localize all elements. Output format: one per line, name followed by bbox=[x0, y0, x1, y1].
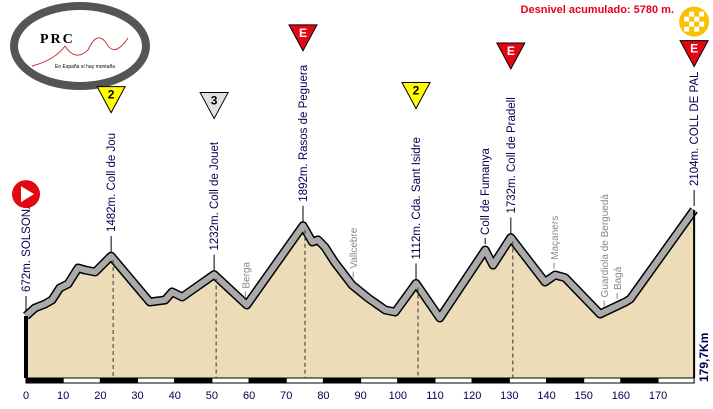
summit-label: 1232m. Coll de Jouet bbox=[209, 141, 221, 250]
scale-segment bbox=[137, 377, 176, 384]
scale-segment bbox=[583, 377, 622, 384]
place-label: Coll de Fumanya bbox=[480, 147, 492, 235]
scale-segment bbox=[620, 377, 659, 384]
x-tick-label: 170 bbox=[649, 390, 667, 402]
scale-segment bbox=[471, 377, 510, 384]
category-marker-text: E bbox=[299, 26, 307, 40]
place-0: Berga bbox=[241, 261, 252, 298]
summit-3: 1892m. Rasos de Peguera E bbox=[288, 24, 318, 378]
x-tick-label: 120 bbox=[463, 390, 481, 402]
category-marker-text: 2 bbox=[413, 84, 420, 98]
profile-road bbox=[23, 208, 697, 321]
place-3: Maçaners bbox=[550, 216, 561, 269]
x-tick-label: 140 bbox=[537, 390, 555, 402]
finish-check bbox=[689, 21, 695, 27]
x-tick-label: 160 bbox=[612, 390, 630, 402]
place-4: Guardiola de Berguedà bbox=[600, 194, 611, 307]
category-marker-2 bbox=[401, 82, 431, 110]
summit-label: 1482m. Coll de Jou bbox=[106, 133, 118, 232]
scale-segment bbox=[360, 377, 399, 384]
x-tick-label: 10 bbox=[57, 390, 69, 402]
scale-segment bbox=[211, 377, 250, 384]
prc-logo: PRC En España sí hay montaña bbox=[10, 2, 150, 90]
category-marker-3 bbox=[199, 92, 229, 120]
x-tick-label: 0 bbox=[23, 390, 29, 402]
scale-segment bbox=[248, 377, 287, 384]
place-label: Vallcebre bbox=[349, 227, 360, 268]
category-marker-E bbox=[495, 42, 526, 71]
summit-5: 1732m. Coll de Pradell E bbox=[495, 42, 526, 378]
category-marker-E bbox=[288, 24, 318, 52]
summit-1: 1482m. Coll de Jou 2 bbox=[96, 86, 126, 378]
summit-0: 672m. SOLSONA bbox=[12, 180, 40, 312]
scale-segment bbox=[434, 377, 473, 384]
scale-segment bbox=[99, 377, 139, 384]
logo-ring bbox=[10, 2, 150, 90]
scale-segment bbox=[397, 377, 436, 384]
x-tick-label: 130 bbox=[500, 390, 518, 402]
summit-label: 2104m. COLL DE PAL bbox=[689, 71, 701, 186]
checkered-finish-icon bbox=[679, 6, 710, 37]
logo-mountains bbox=[31, 37, 129, 67]
scale-segment bbox=[322, 377, 362, 384]
scale-segment bbox=[657, 377, 695, 384]
summit-label: 1112m. Cda. Sant Isidre bbox=[411, 137, 423, 259]
category-marker-text: E bbox=[507, 44, 515, 58]
summit-label: 1732m. Coll de Pradell bbox=[506, 97, 518, 213]
summit-2: 1232m. Coll de Jouet 3 bbox=[199, 92, 229, 378]
category-marker-text: E bbox=[690, 42, 698, 56]
scale-segment bbox=[546, 377, 585, 384]
category-marker-text: 3 bbox=[211, 94, 218, 108]
scale-segment bbox=[285, 377, 324, 384]
start-play-triangle bbox=[21, 186, 34, 203]
summit-4: 1112m. Cda. Sant Isidre 2 bbox=[401, 82, 431, 378]
total-distance-label: 179,7Km bbox=[697, 333, 711, 382]
place-1: Vallcebre bbox=[349, 227, 360, 278]
scale-segment bbox=[25, 377, 64, 384]
finish-check bbox=[699, 21, 705, 27]
scale-segment bbox=[62, 377, 101, 384]
category-marker-text: 2 bbox=[108, 88, 115, 102]
scale-segment bbox=[508, 377, 548, 384]
x-tick-label: 50 bbox=[206, 390, 218, 402]
place-2: Coll de Fumanya bbox=[480, 147, 492, 244]
x-tick-label: 40 bbox=[169, 390, 181, 402]
logo-tagline: En España sí hay montaña bbox=[55, 64, 115, 70]
finish-check bbox=[699, 11, 705, 17]
finish-check bbox=[684, 26, 690, 32]
x-tick-label: 150 bbox=[575, 390, 593, 402]
finish-check bbox=[684, 16, 690, 22]
x-tick-label: 70 bbox=[280, 390, 292, 402]
category-marker-E bbox=[679, 40, 709, 68]
place-label: Bagá bbox=[613, 266, 624, 290]
summit-label: 672m. SOLSONA bbox=[21, 201, 33, 292]
finish-check bbox=[694, 16, 700, 22]
place-label: Maçaners bbox=[550, 216, 561, 260]
finish-check bbox=[689, 11, 695, 17]
x-tick-label: 30 bbox=[131, 390, 143, 402]
summit-label: 1892m. Rasos de Peguera bbox=[298, 64, 310, 201]
x-tick-label: 110 bbox=[426, 390, 444, 402]
logo-text: PRC bbox=[40, 32, 75, 47]
x-tick-label: 60 bbox=[243, 390, 255, 402]
scale-segment bbox=[174, 377, 213, 384]
summit-6: 2104m. COLL DE PAL E bbox=[679, 6, 710, 207]
category-marker-2 bbox=[96, 86, 126, 114]
place-label: Guardiola de Berguedà bbox=[600, 194, 611, 298]
x-tick-label: 80 bbox=[317, 390, 329, 402]
place-label: Berga bbox=[241, 261, 252, 288]
x-tick-label: 20 bbox=[94, 390, 106, 402]
x-tick-label: 100 bbox=[389, 390, 407, 402]
total-ascent-label: Desnivel acumulado: 5780 m. bbox=[520, 4, 674, 16]
finish-check bbox=[694, 26, 700, 32]
place-5: Bagá bbox=[613, 266, 624, 300]
x-tick-label: 90 bbox=[354, 390, 366, 402]
